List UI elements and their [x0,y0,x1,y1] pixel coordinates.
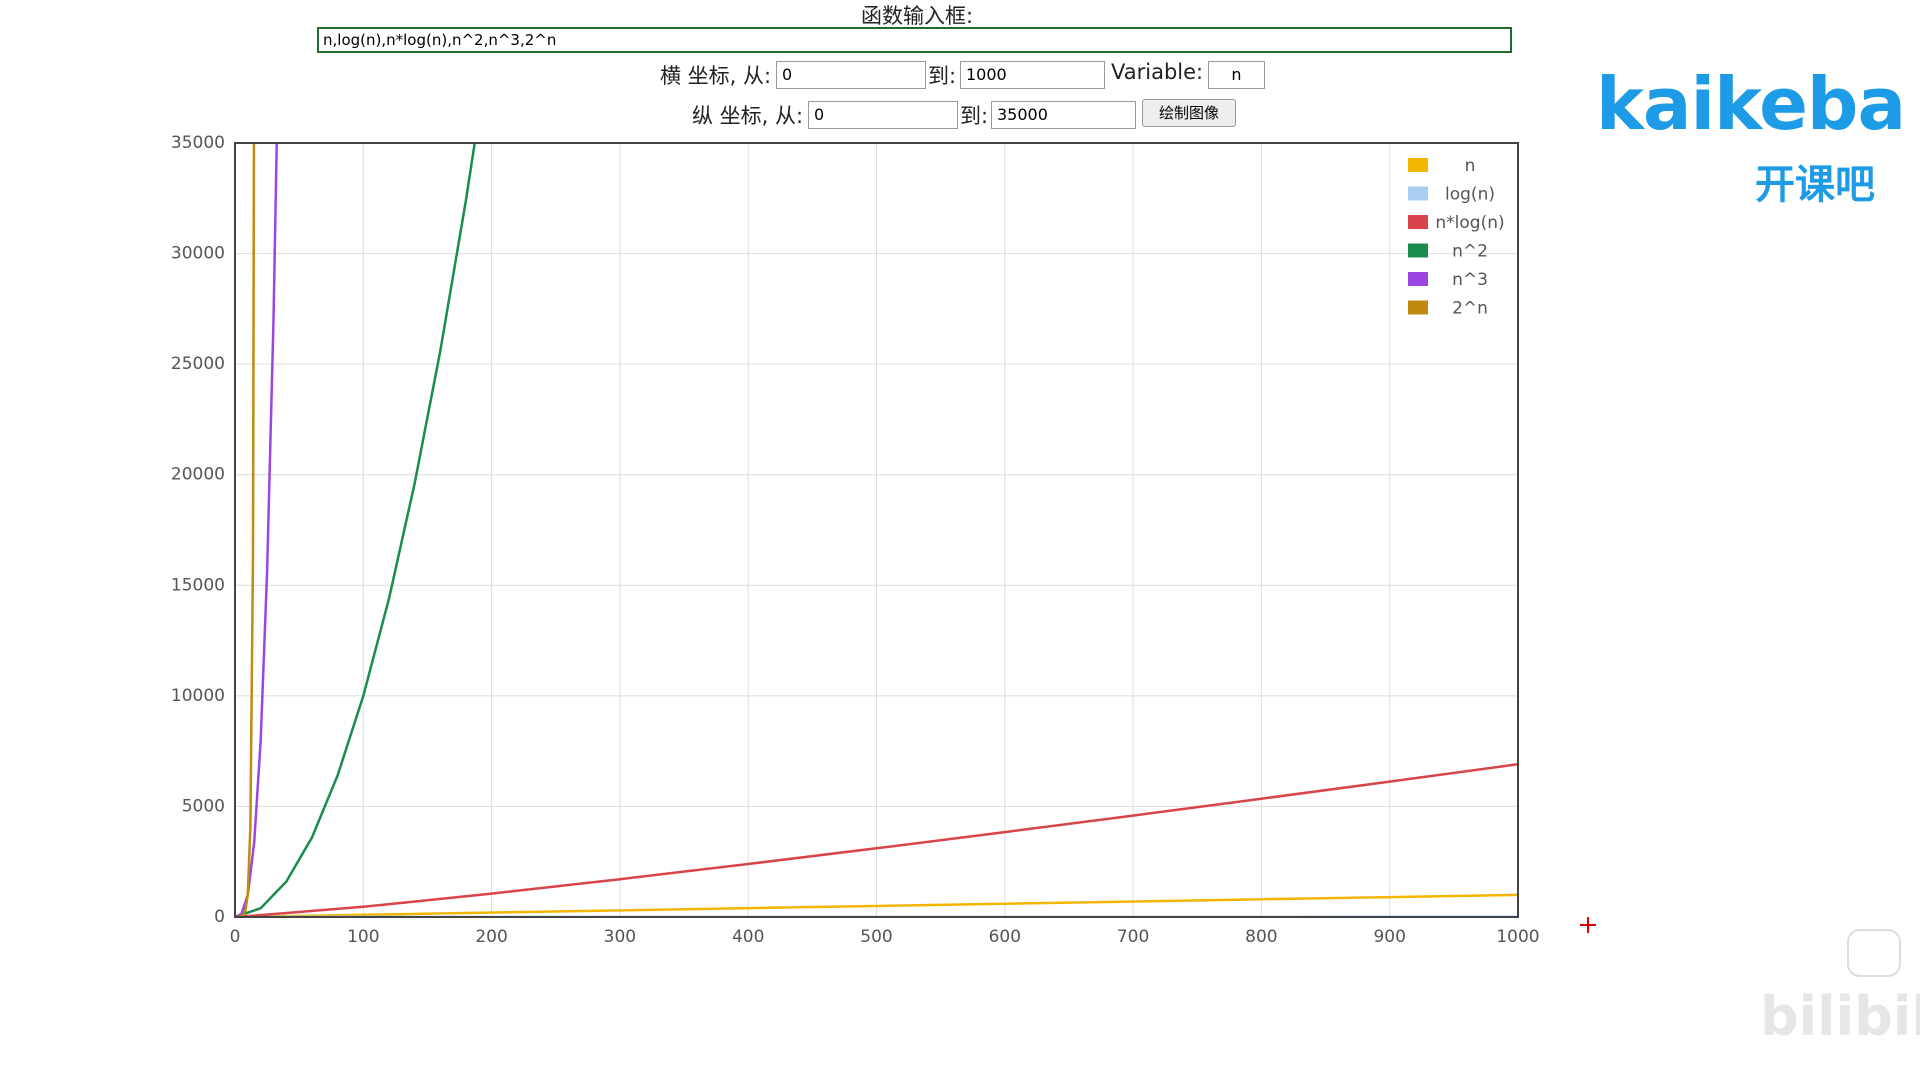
legend-swatch [1408,243,1428,258]
legend-swatch [1408,215,1428,229]
y-from-label: 纵 坐标, 从: [692,104,804,128]
x-tick-label: 900 [1373,927,1405,947]
y-tick-label: 35000 [171,133,225,153]
legend-label: 2^n [1452,299,1488,319]
x-tick-label: 200 [475,927,507,947]
logo-subtitle: 开课吧 [1755,162,1875,208]
y-tick-label: 0 [214,907,225,927]
play-icon [1847,929,1901,977]
expression-input[interactable]: n,log(n),n*log(n),n^2,n^3,2^n [317,27,1512,53]
x-tick-label: 600 [989,927,1021,947]
x-from-input[interactable]: 0 [776,61,926,89]
y-to-input[interactable]: 35000 [991,101,1136,129]
watermark: bilibili [1760,985,1920,1048]
plot-button[interactable]: 绘制图像 [1142,99,1236,127]
y-to-label: 到: [960,104,989,128]
series-line [235,143,256,917]
y-tick-label: 30000 [171,244,225,264]
legend-label: n [1465,156,1476,176]
x-to-input[interactable]: 1000 [960,61,1105,89]
legend-label: log(n) [1445,185,1495,205]
series-line [235,143,476,917]
y-tick-label: 5000 [182,796,225,816]
legend-label: n^3 [1452,270,1488,290]
legend-label: n^2 [1452,242,1488,262]
y-tick-label: 10000 [171,686,225,706]
x-tick-label: 800 [1245,927,1277,947]
series-line [236,762,1518,917]
x-tick-label: 100 [347,927,379,947]
x-tick-label: 500 [860,927,892,947]
x-tick-label: 300 [604,927,636,947]
logo-name: kaikeba [1596,62,1906,146]
x-tick-label: 1000 [1496,927,1539,947]
legend-label: n*log(n) [1435,213,1504,233]
y-tick-label: 20000 [171,465,225,485]
x-from-label: 横 坐标, 从: [660,64,772,88]
y-from-input[interactable]: 0 [808,101,958,129]
x-tick-label: 700 [1117,927,1149,947]
legend-swatch [1408,158,1428,172]
x-tick-label: 0 [230,927,241,947]
legend-swatch [1408,272,1428,286]
legend-swatch [1408,186,1428,201]
legend-swatch [1408,300,1428,315]
x-to-label: 到: [928,64,957,88]
y-tick-label: 15000 [171,575,225,595]
form-title: 函数输入框: [860,4,974,28]
x-tick-label: 400 [732,927,764,947]
cursor [1580,917,1596,933]
series-line [235,143,278,917]
y-tick-label: 25000 [171,354,225,374]
series-line [235,893,1518,917]
plot-frame [234,142,1519,918]
variable-label: Variable: [1111,60,1204,84]
variable-input[interactable]: n [1208,61,1265,89]
